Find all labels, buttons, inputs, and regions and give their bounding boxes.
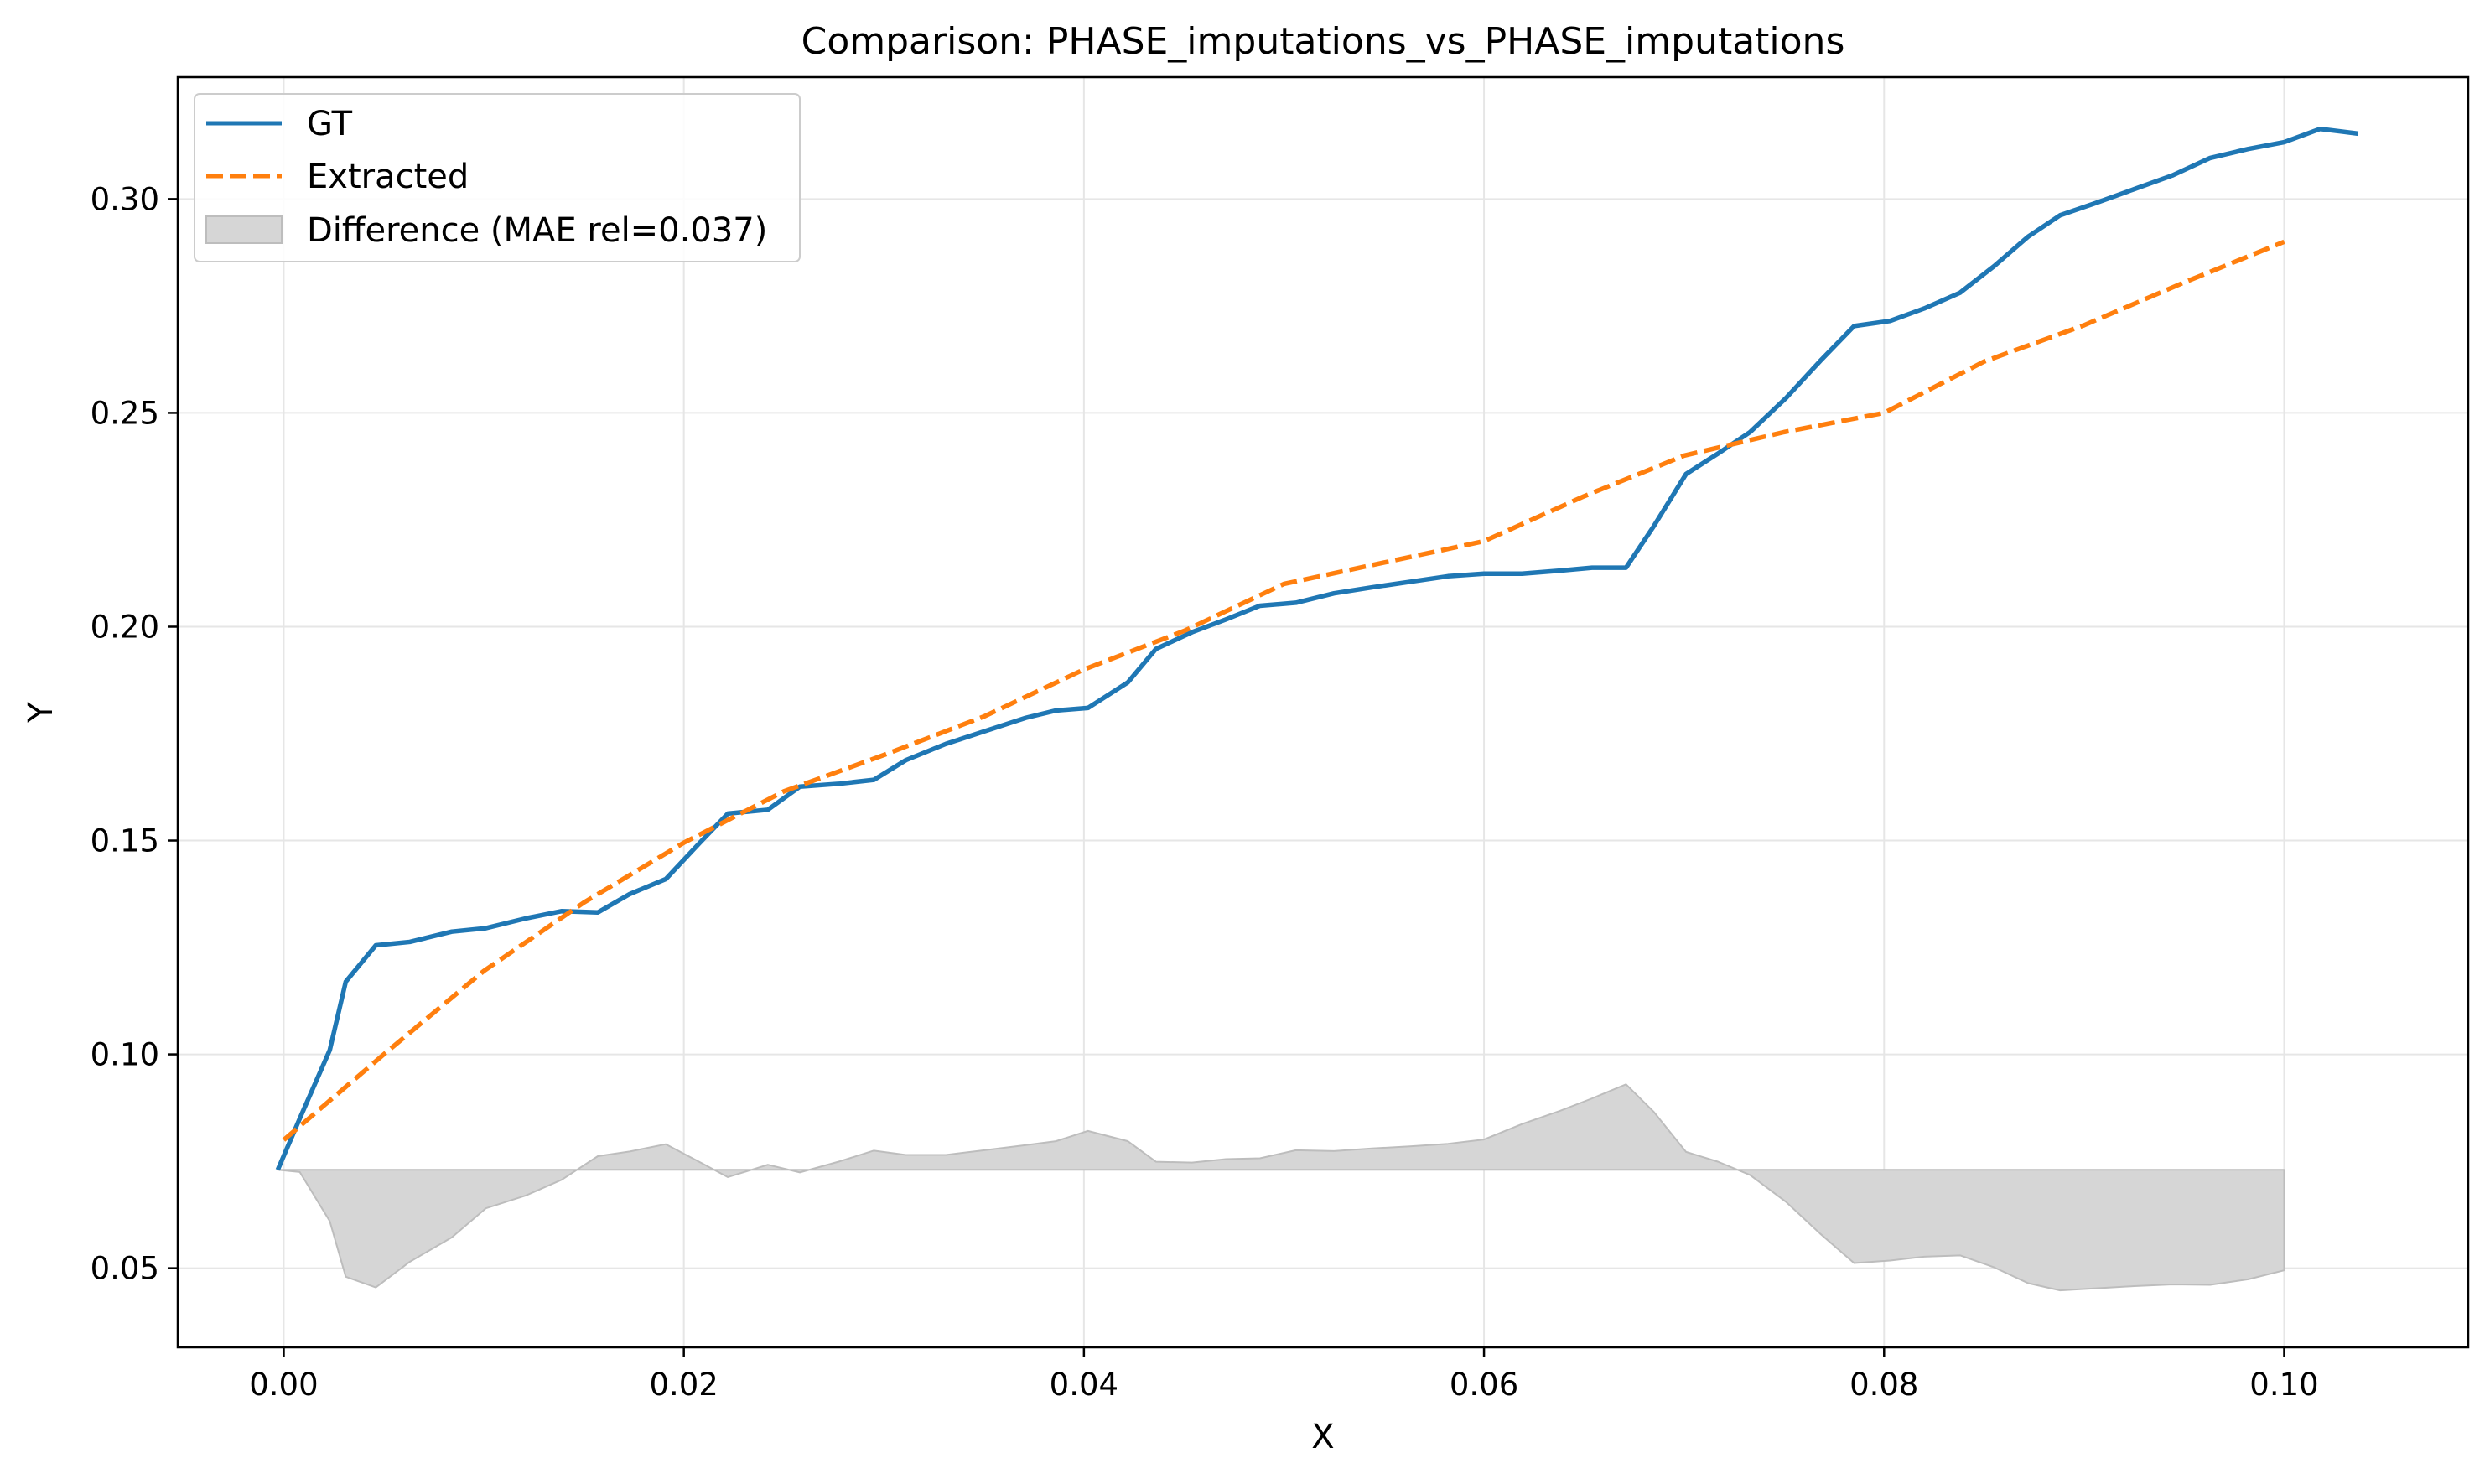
plot-frame <box>176 75 2470 1349</box>
legend-box <box>194 93 801 262</box>
legend-gt-label: GT <box>307 105 353 143</box>
gt-series-line <box>275 126 2359 1171</box>
series-lines <box>275 126 2359 1171</box>
y-tick-label: 0.25 <box>91 395 159 431</box>
x-tick-label: 0.00 <box>249 1367 318 1403</box>
y-tick-label: 0.05 <box>91 1251 159 1287</box>
y-tick-label: 0.15 <box>91 823 159 859</box>
legend-extracted-label: Extracted <box>307 158 469 196</box>
difference-fill <box>277 1083 2285 1292</box>
x-tick-label: 0.04 <box>1050 1367 1118 1403</box>
legend-difference-label: Difference (MAE rel=0.037) <box>307 211 767 250</box>
x-tick-label: 0.06 <box>1450 1367 1518 1403</box>
x-tick-label: 0.02 <box>649 1367 718 1403</box>
y-tick-label: 0.20 <box>91 609 159 645</box>
x-tick-label: 0.08 <box>1849 1367 1918 1403</box>
y-axis-label: Y <box>22 702 60 724</box>
legend-difference-swatch <box>205 215 283 244</box>
x-tick-label: 0.10 <box>2249 1367 2318 1403</box>
x-axis-label: X <box>1311 1418 1334 1456</box>
y-tick-label: 0.30 <box>91 181 159 217</box>
extracted-series-line <box>282 239 2285 1142</box>
chart-title: Comparison: PHASE_imputations_vs_PHASE_i… <box>801 20 1845 63</box>
difference-area <box>277 1083 2285 1292</box>
axis-ticks: 0.00 0.02 0.04 0.06 0.08 0.10 0.05 0.10 0.15 0.20… <box>91 181 2319 1403</box>
y-tick-label: 0.10 <box>91 1037 159 1073</box>
legend: GT Extracted Difference (MAE rel=0.037) <box>194 93 801 262</box>
